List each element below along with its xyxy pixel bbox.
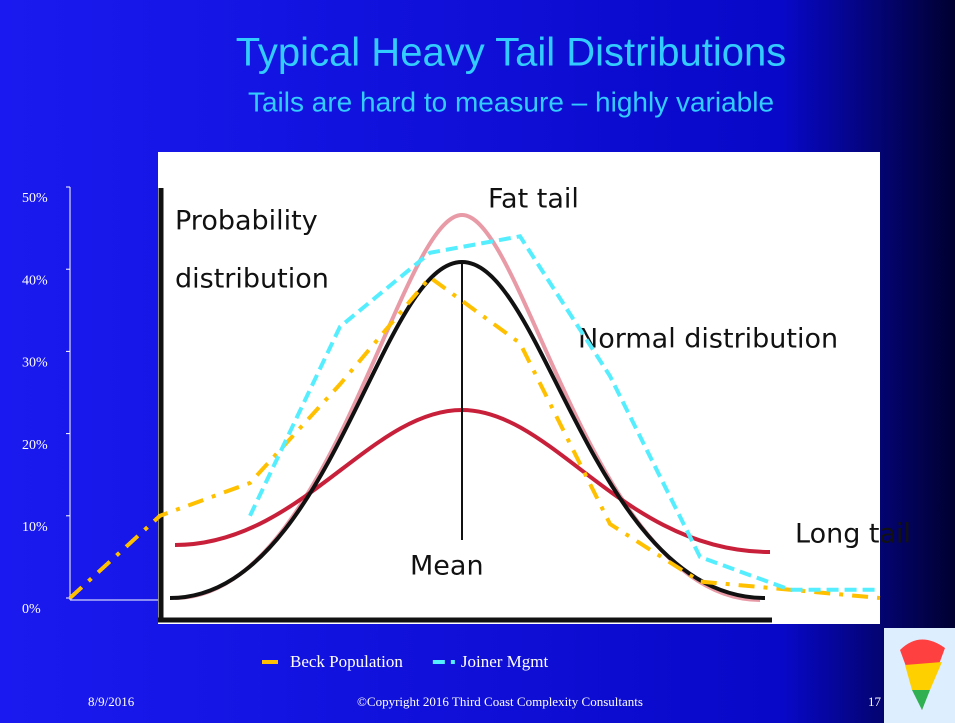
y-tick-label: 0%: [22, 602, 41, 617]
footer-page: 17: [868, 694, 882, 709]
y-tick-label: 50%: [22, 191, 48, 206]
annotation: Probability: [175, 206, 318, 237]
y-tick-label: 20%: [22, 438, 48, 453]
y-tick-label: 10%: [22, 520, 48, 535]
series-line: [68, 274, 881, 600]
logo-shape: [905, 662, 942, 690]
legend-label: Joiner Mgmt: [461, 652, 549, 671]
logo: [884, 628, 955, 723]
y-tick-label: 30%: [22, 356, 48, 371]
image-area: [158, 152, 880, 624]
series-line: [248, 234, 880, 592]
y-tick-label: 40%: [22, 273, 48, 288]
annotation: distribution: [175, 264, 329, 295]
annotation: Fat tail: [488, 184, 579, 215]
annotation: Long tail: [795, 519, 911, 550]
footer-copyright: ©Copyright 2016 Third Coast Complexity C…: [357, 694, 643, 709]
plot: 0% 10% 20% 30% 40% 50% Beck Population Joiner M…: [22, 186, 881, 671]
illustration: Probability distribution Fat tail Normal…: [158, 152, 911, 624]
subtitle: Tails are hard to measure – highly varia…: [248, 86, 774, 117]
logo-shape: [912, 690, 930, 710]
annotation: Mean: [410, 551, 484, 582]
footer-date: 8/9/2016: [88, 694, 135, 709]
title: Typical Heavy Tail Distributions: [236, 31, 787, 75]
annotation: Normal distribution: [578, 324, 838, 355]
legend-label: Beck Population: [290, 652, 403, 671]
